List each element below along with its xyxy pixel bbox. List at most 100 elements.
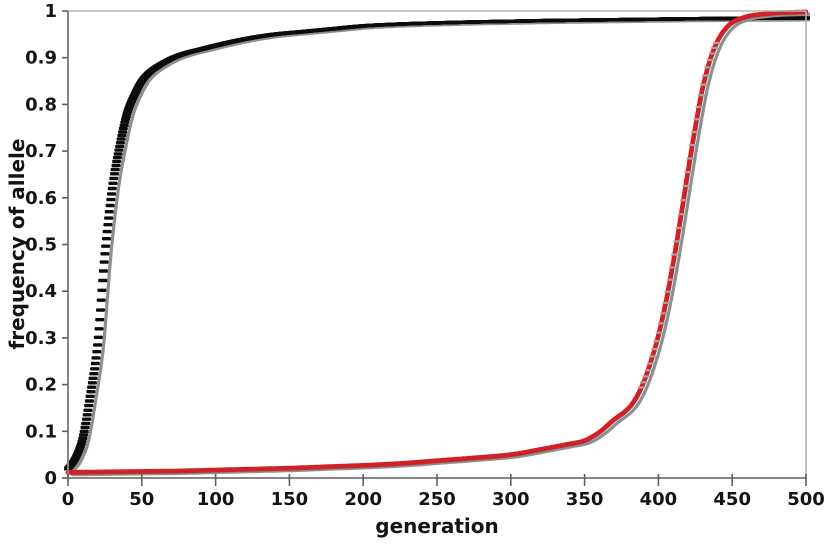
dash-marker (87, 385, 97, 389)
dash-marker (680, 199, 687, 202)
dash-marker (657, 322, 665, 325)
recessive-allele-red-line (65, 9, 809, 475)
dash-marker (99, 260, 109, 264)
dash-marker (88, 376, 98, 380)
dash-marker (83, 408, 93, 412)
dash-marker (708, 52, 716, 55)
dash-marker (81, 421, 91, 426)
dash-marker (112, 159, 122, 164)
dash-marker (649, 355, 656, 358)
dash-marker (693, 118, 701, 121)
dash-marker (111, 163, 121, 168)
dash-marker (640, 381, 648, 384)
dash-marker (82, 417, 91, 421)
dash-marker (95, 318, 105, 322)
recessive-allele-gray-line (70, 12, 810, 477)
dash-marker (677, 213, 685, 216)
x-tick-label: 0 (62, 489, 75, 510)
dash-marker (711, 46, 718, 49)
dash-marker (90, 361, 100, 366)
dash-marker (651, 348, 659, 351)
dash-marker (115, 141, 125, 145)
x-tick-label: 350 (566, 489, 604, 510)
dash-marker (653, 340, 661, 343)
dash-marker (695, 105, 703, 108)
dash-marker (91, 356, 101, 360)
x-tick-label: 450 (713, 489, 751, 510)
dash-marker (92, 350, 102, 354)
dash-marker (110, 167, 120, 172)
dash-marker (644, 369, 652, 372)
dash-marker (107, 186, 117, 191)
dash-marker (76, 442, 86, 446)
dash-marker (118, 130, 128, 134)
y-tick-label: 0.5 (25, 235, 57, 256)
dash-marker (104, 216, 114, 220)
dash-marker (112, 155, 122, 160)
y-tick-label: 1 (44, 1, 57, 22)
dash-marker (662, 301, 670, 304)
dash-marker (660, 312, 668, 315)
y-tick-label: 0.7 (25, 141, 57, 162)
y-tick-label: 0.3 (25, 328, 57, 349)
y-tick-label: 0 (44, 468, 57, 489)
x-tick-label: 500 (787, 489, 825, 510)
dash-marker (98, 278, 108, 283)
axis-tick-labels: 0 50 100 150 200 250 300 350 400 450 500 0 0.1 0.2 0.3… (25, 1, 825, 510)
x-axis-title: generation (375, 514, 498, 538)
dash-marker (697, 94, 705, 97)
dash-marker (115, 144, 125, 149)
dash-marker (646, 362, 654, 365)
axis-ticks (62, 10, 807, 486)
dash-marker (637, 386, 645, 389)
dash-marker (97, 288, 107, 292)
dash-marker (94, 327, 104, 331)
dash-marker (684, 171, 692, 174)
dash-marker (104, 210, 114, 214)
dash-marker (691, 130, 699, 134)
dash-marker (110, 172, 119, 176)
dash-marker (118, 126, 128, 131)
y-tick-label: 0.8 (25, 94, 57, 115)
dash-marker (121, 117, 131, 121)
dash-marker (93, 335, 103, 339)
dash-marker (90, 367, 100, 371)
dash-marker (682, 184, 690, 188)
dash-marker (89, 372, 99, 376)
dash-marker (98, 269, 108, 273)
dash-marker (673, 240, 681, 243)
dash-marker (79, 433, 88, 437)
dash-marker (103, 223, 113, 227)
dash-marker (675, 226, 683, 229)
dash-marker (642, 375, 650, 378)
dash-marker (80, 425, 90, 430)
dash-marker (96, 298, 106, 302)
dash-marker (706, 58, 714, 62)
dominant-allele-gray-line (72, 18, 810, 473)
dash-marker (101, 244, 111, 248)
dash-marker (117, 133, 127, 138)
dash-marker (84, 403, 94, 408)
y-tick-label: 0.9 (25, 48, 57, 69)
dash-marker (121, 114, 131, 119)
recessive-allele-gray-markers (637, 41, 721, 389)
dash-marker (664, 290, 672, 293)
dash-marker (114, 148, 124, 152)
dash-marker (655, 331, 663, 334)
dash-marker (699, 83, 707, 86)
dash-marker (668, 266, 676, 269)
dash-marker (671, 253, 679, 256)
dash-marker (686, 157, 694, 160)
dominant-allele-black-markers (64, 16, 810, 471)
y-tick-label: 0.1 (25, 421, 57, 442)
dash-marker (84, 399, 94, 403)
dash-marker (105, 203, 115, 208)
dash-marker (85, 394, 95, 398)
dash-marker (116, 137, 126, 141)
dash-marker (113, 152, 123, 156)
dash-marker (78, 436, 88, 440)
dash-marker (77, 439, 87, 443)
dash-marker (87, 381, 97, 385)
